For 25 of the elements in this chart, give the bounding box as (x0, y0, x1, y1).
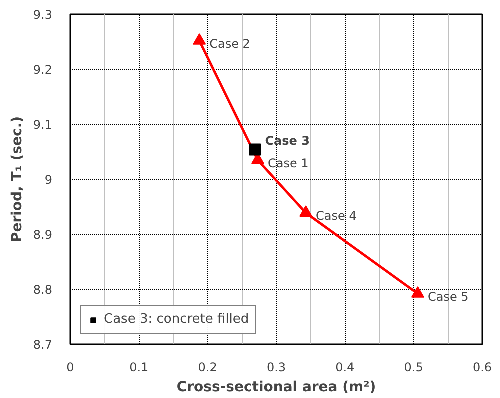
x-tick-label: 0.2 (198, 360, 218, 374)
annotation: Case 2 (210, 36, 250, 51)
annotation: Case 1 (268, 156, 309, 170)
y-tick-label: 9.1 (33, 118, 53, 132)
x-tick-label: 0.1 (130, 360, 149, 374)
annotation: Case 4 (316, 209, 357, 224)
x-tick-label: 0.6 (472, 360, 492, 374)
y-tick-label: 9 (44, 173, 53, 187)
annotation: Case 3 (265, 134, 310, 148)
y-tick-label: 8.7 (33, 338, 53, 352)
y-tick-label: 8.8 (33, 283, 53, 297)
point (193, 33, 206, 45)
point (300, 206, 313, 218)
y-tick-label: 9.3 (33, 8, 53, 22)
x-tick-label: 0.4 (336, 360, 355, 374)
annotation: Case 5 (428, 290, 469, 304)
y-axis-title: Period, T₁ (sec.) (9, 116, 26, 243)
x-axis-title: Cross-sectional area (m²) (176, 380, 376, 396)
y-tick-label: 8.9 (33, 228, 53, 242)
point (411, 286, 424, 298)
x-tick-label: 0 (66, 360, 74, 374)
legend-label: Case 3: concrete filled (104, 312, 250, 327)
x-tick-label: 0.5 (404, 360, 424, 374)
x-tick-label: 0.3 (266, 360, 286, 374)
y-tick-label: 9.2 (33, 63, 53, 77)
